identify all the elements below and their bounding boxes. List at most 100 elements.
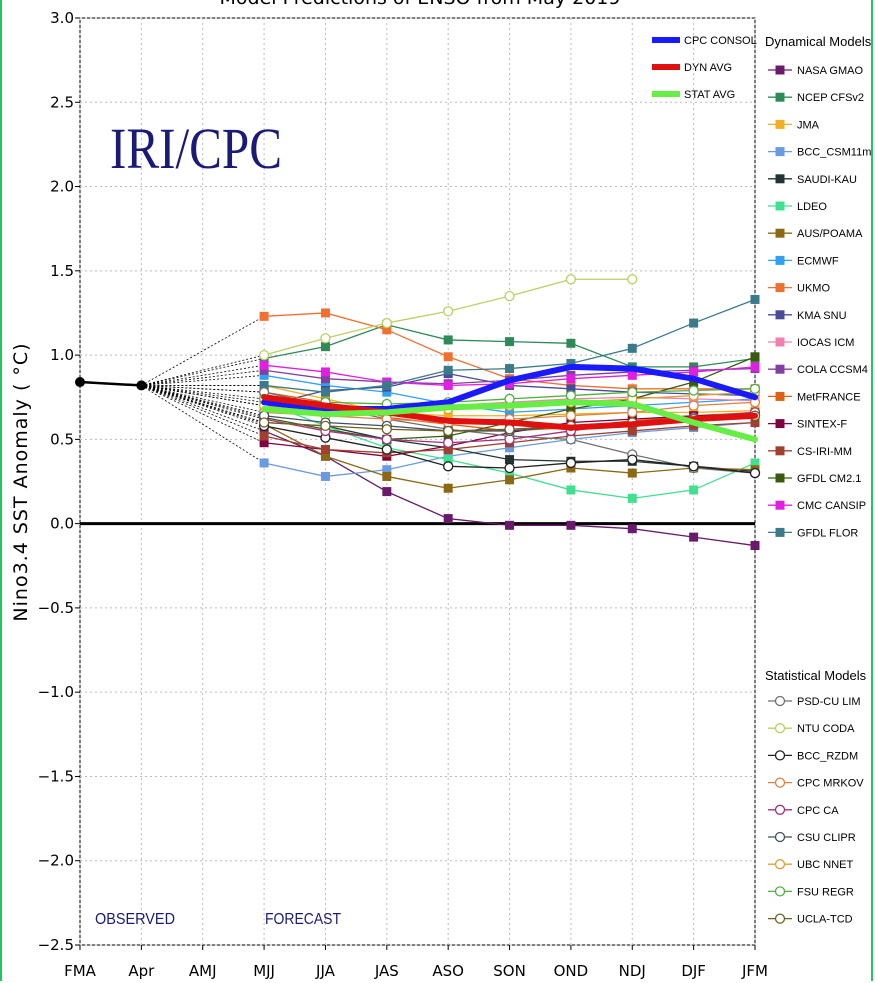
data-point-ntu-coda [627,274,638,285]
legend-label-metfrance: MetFRANCE [797,391,861,403]
legend-label-bcc-rzdm: BCC_RZDM [797,750,858,762]
data-point-bcc-rzdm [504,462,515,474]
y-tick-label: 2.0 [50,178,74,196]
legend-label-csu-clipr: CSU CLIPR [797,832,856,844]
data-point-bcc-csm11m [505,443,515,453]
data-point-cmc-cansip [505,379,515,389]
guide-line-ncep-cfsv2 [141,358,265,386]
avg-line-stat-avg [261,399,758,443]
legend-marker-aus-poama [775,228,785,238]
y-axis-ticks: 3.0 2.5 2.0 1.5 1.0 0.5 0.0 −0.5 −1.0 −1.5 −2.0 −2.… [38,9,80,954]
y-tick-label: 1.0 [50,346,74,364]
data-point-fsu-regr [688,385,699,396]
x-tick-label: JFM [741,962,768,980]
data-point-ldeo [689,485,699,495]
legend-label-cmc-cansip: CMC CANSIP [797,500,866,512]
data-point-gfdl-cm2-1 [750,352,760,362]
legend-label-ucla-tcd: UCLA-TCD [797,914,853,926]
statistical-models-title: Statistical Models [765,668,867,683]
legend-marker-saudi-kau [775,174,785,184]
guide-line-cpc-ca [141,385,265,420]
legend-marker-ukmo [775,283,785,293]
guide-line-bcc-rzdm [141,385,265,427]
data-point-bcc-rzdm [749,467,761,479]
data-point-bcc-csm11m [382,465,392,475]
legend-marker-fsu-regr [774,886,786,897]
legend-label-ukmo: UKMO [797,283,830,295]
legend-label-ubc-nnet: UBC NNET [797,859,854,871]
x-axis-ticks: FMA Apr AMJ MJJ JJA JAS ASO SON OND NDJ DJF JFM [64,945,768,980]
legend-label-gfdl-cm2-1: GFDL CM2.1 [797,473,861,485]
data-point-cpc-mrkov [627,407,638,418]
data-point-ncep-cfsv2 [505,337,515,347]
x-tick-label: OND [554,962,589,980]
data-point-ecmwf [259,370,269,380]
data-point-ukmo [443,352,453,362]
legend-marker-bcc-rzdm [774,750,786,761]
guide-line-ntu-coda [141,354,265,386]
legend-label-iocas-icm: IOCAS ICM [797,337,854,349]
chart-title: Model Predictions of ENSO from May 2019 [220,0,621,9]
data-point-cmc-cansip [627,370,637,380]
data-point-ecmwf [382,387,392,397]
average-legend: CPC CONSOL DYN AVG STAT AVG [652,35,757,101]
x-tick-label: JJA [315,962,336,980]
observed-line [79,380,142,387]
guide-line-csu-clipr [141,385,265,417]
y-tick-label: −1.5 [38,767,74,785]
data-point-fsu-regr [749,383,761,394]
observed-point [136,380,147,391]
data-point-ntu-coda [320,333,331,344]
data-point-jma [443,411,453,421]
guide-line-bcc-csm11m [141,385,265,464]
legend-marker-iocas-icm [775,337,785,347]
data-point-nasa-gmao [689,532,699,542]
y-tick-label: −2.0 [38,852,74,870]
data-point-cpc-ca [381,434,392,445]
data-point-aus-poama [443,483,453,493]
data-point-cpc-ca [443,437,454,448]
x-tick-label: ASO [432,962,464,980]
data-point-aus-poama [627,468,637,478]
data-point-gfdl-flor [750,294,760,304]
legend-label-dyn-avg: DYN AVG [684,62,732,74]
guide-line-ldeo [141,385,265,403]
data-point-cs-iri-mm [689,421,699,431]
data-point-ldeo [566,485,576,495]
legend-marker-metfrance [775,391,785,401]
data-point-aus-poama [505,475,515,485]
data-point-gfdl-flor [382,380,392,390]
data-point-bcc-rzdm [565,457,577,469]
legend-marker-gfdl-cm2-1 [775,473,785,483]
data-point-gfdl-flor [443,365,453,375]
legend-label-cpc-ca: CPC CA [797,805,839,817]
x-tick-label: Apr [128,962,155,980]
data-point-ncep-cfsv2 [320,342,330,352]
legend-label-bcc-csm11m: BCC_CSM11m [797,147,871,159]
y-tick-label: −1.0 [38,683,74,701]
guide-line-ubc-nnet [141,385,265,407]
legend-marker-ecmwf [775,255,785,265]
data-point-nasa-gmao [750,541,760,551]
legend-marker-cpc-ca [774,804,786,815]
data-point-nasa-gmao [443,514,453,524]
x-tick-label: NDJ [619,962,646,980]
data-point-kma-snu [566,384,576,394]
legend-marker-bcc-csm11m [775,147,785,157]
guide-line-cmc-cansip [141,364,265,386]
data-point-cs-iri-mm [443,444,453,454]
legend-label-sintex-f: SINTEX-F [797,419,847,431]
forecast-label: FORECAST [265,911,341,928]
y-tick-label: −0.5 [38,599,74,617]
model-legend: Dynamical Models NASA GMAO NCEP CFSv2 JMA BC… [765,34,872,926]
guide-line-ukmo [141,315,265,386]
data-point-ntu-coda [565,274,577,285]
guide-line-fsu-regr [141,385,265,400]
data-point-gfdl-flor [505,364,515,374]
data-point-fsu-regr [504,393,515,405]
data-point-bcc-rzdm [381,444,392,455]
observed-label: OBSERVED [95,911,175,928]
legend-marker-cola-ccsm4 [775,364,785,374]
x-tick-label: AMJ [189,962,217,980]
